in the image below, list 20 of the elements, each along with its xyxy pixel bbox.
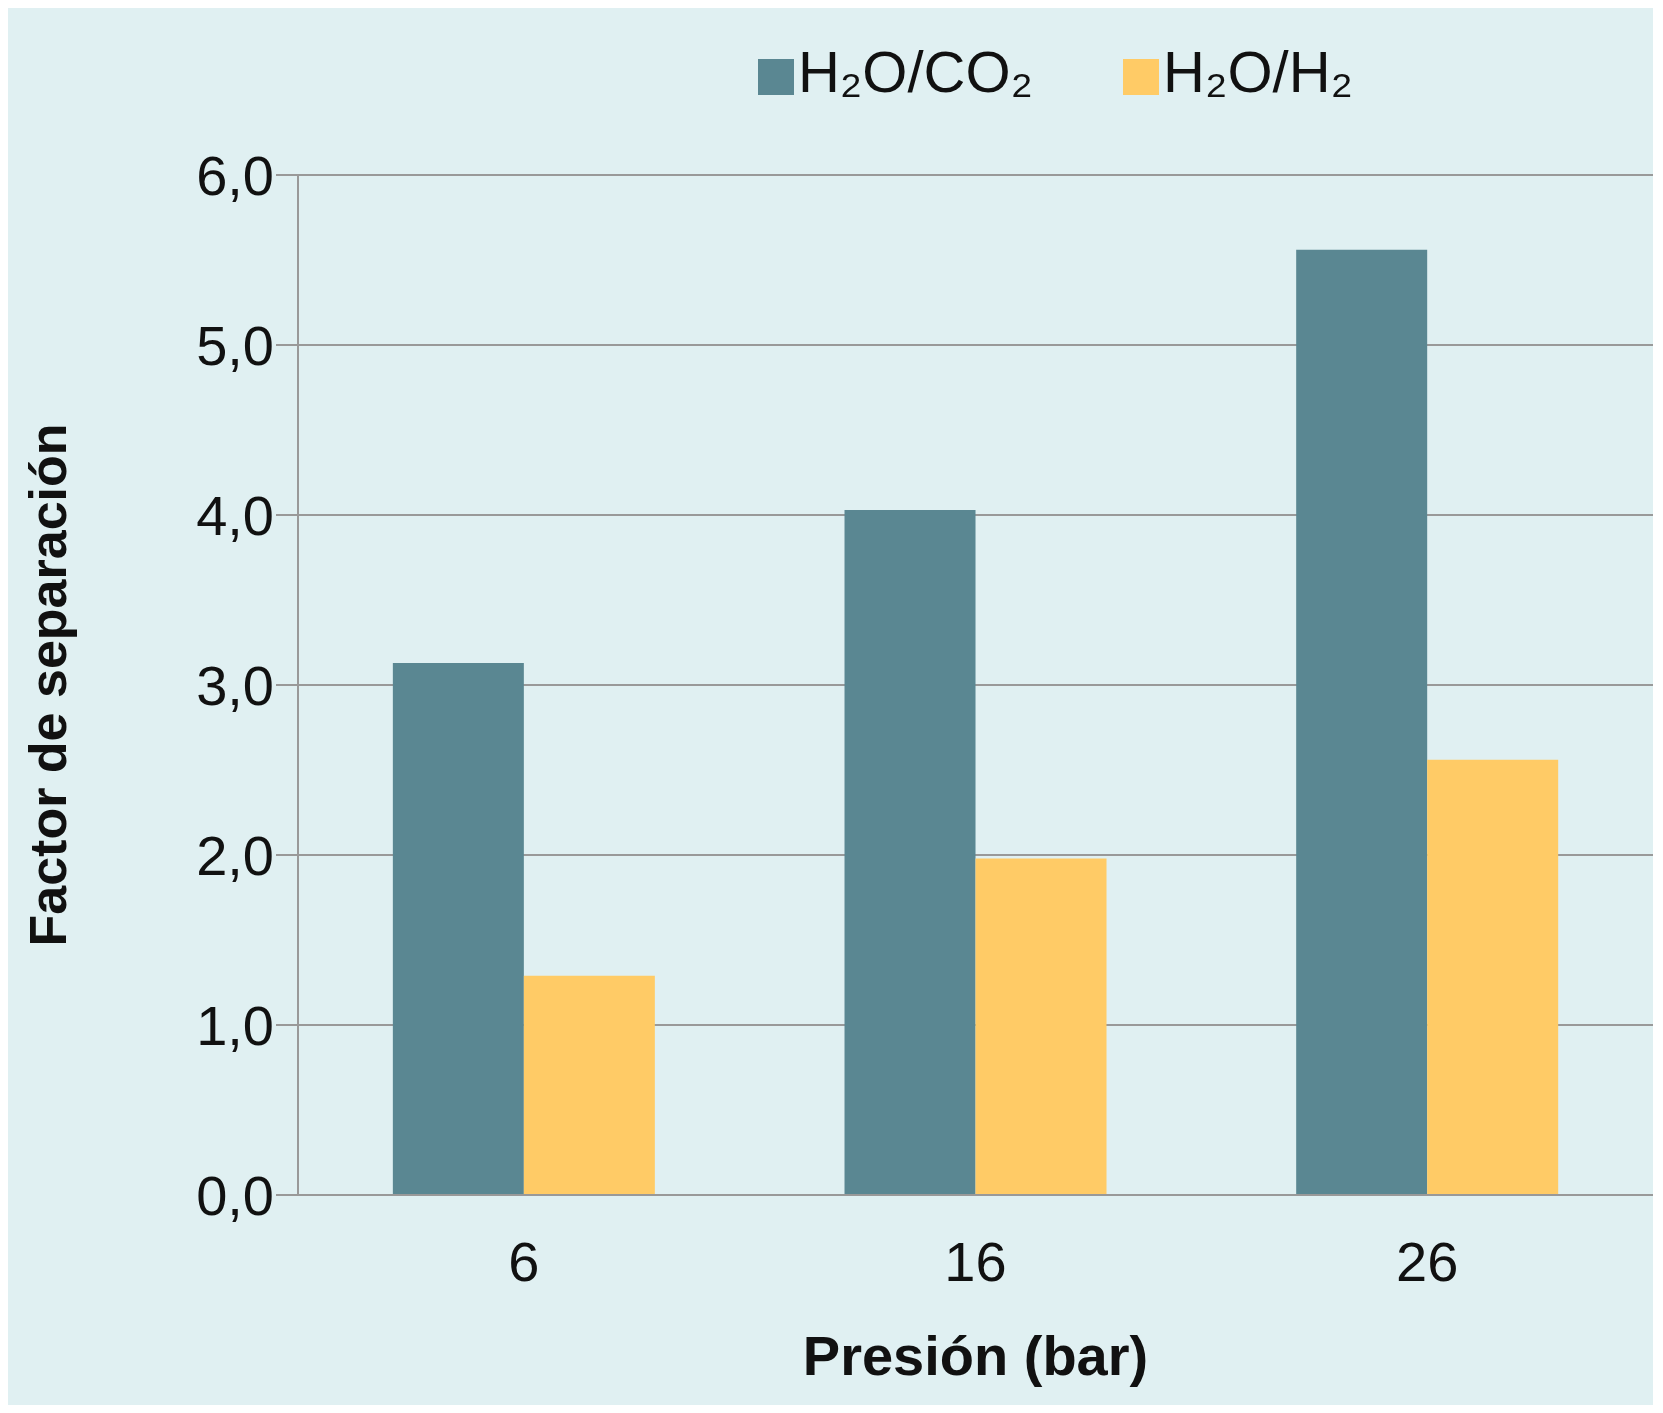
legend-label: H₂O/H₂ — [1163, 39, 1354, 104]
y-tick-label: 6,0 — [196, 143, 274, 207]
x-tick-label: 6 — [508, 1229, 540, 1293]
bar — [1296, 249, 1428, 1195]
x-tick-label: 26 — [1396, 1229, 1459, 1293]
y-tick-label: 2,0 — [196, 823, 274, 887]
bar — [844, 509, 976, 1195]
bar — [975, 858, 1107, 1195]
y-tick-label: 0,0 — [196, 1163, 274, 1227]
x-tick-label: 16 — [944, 1229, 1007, 1293]
x-axis-title: Presión (bar) — [802, 1324, 1149, 1387]
bar — [392, 662, 524, 1195]
legend-label: H₂O/CO₂ — [797, 39, 1034, 104]
y-tick-label: 1,0 — [196, 993, 274, 1057]
y-axis-title: Factor de separación — [19, 423, 78, 947]
y-tick-label: 3,0 — [196, 653, 274, 717]
y-tick-label: 4,0 — [196, 483, 274, 547]
bar — [1427, 759, 1559, 1195]
y-tick-label: 5,0 — [196, 313, 274, 377]
bar — [523, 975, 655, 1195]
